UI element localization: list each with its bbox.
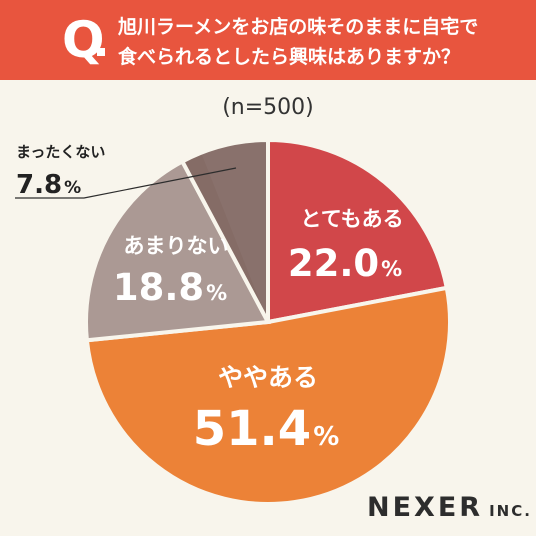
slice-label-not-interested: まったくない (16, 143, 105, 161)
question-text-line1: 旭川ラーメンをお店の味そのままに自宅で (118, 16, 479, 38)
sample-size-label: (n=500) (222, 95, 314, 120)
nexer-logo: NEXER INC. (367, 492, 532, 523)
pie-slice-somewhat-interested (84, 285, 452, 506)
pie-slice-very-interested (266, 137, 450, 325)
pie-slice-not-interested (179, 137, 270, 323)
leader-line-not-interested (15, 167, 237, 199)
pie-slice-not-very-interested (84, 158, 272, 343)
question-mark-dot (97, 48, 105, 56)
question-header: Q 旭川ラーメンをお店の味そのままに自宅で 食べられるとしたら興味はありますか？ (0, 0, 536, 80)
question-text-line2: 食べられるとしたら興味はありますか？ (118, 46, 461, 68)
slice-label-very-interested: とてもある (300, 207, 403, 231)
slice-label-not-very-interested: あまりない (124, 234, 229, 258)
logo-suffix-text: INC. (489, 502, 532, 520)
slice-value-not-interested: 7.8% (16, 170, 81, 200)
logo-main-text: NEXER (367, 492, 484, 523)
slice-sheen (200, 140, 268, 322)
question-mark-label: Q (62, 11, 105, 69)
slice-label-somewhat-interested: ややある (218, 363, 318, 392)
